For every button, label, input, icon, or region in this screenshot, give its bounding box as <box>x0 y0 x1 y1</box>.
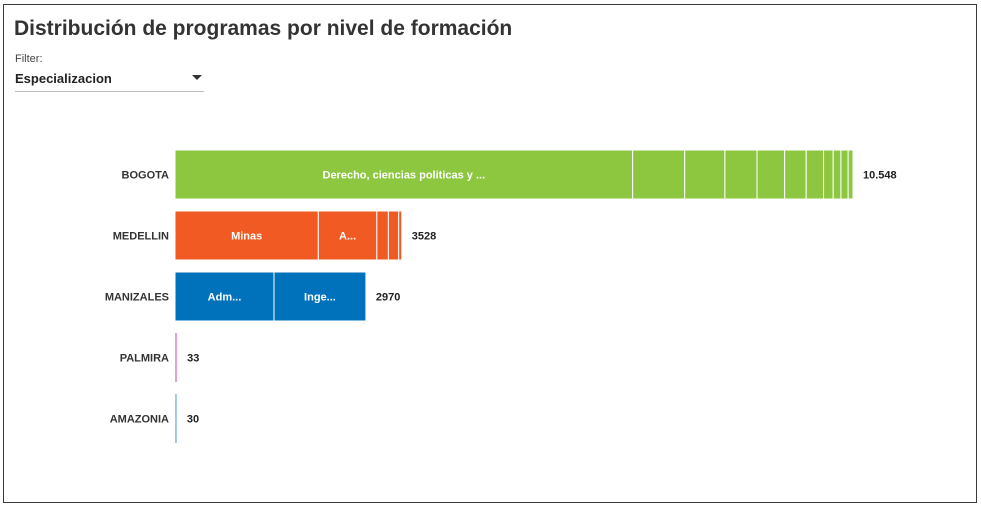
bar-segment[interactable] <box>823 149 834 200</box>
bar-segment[interactable] <box>840 149 849 200</box>
bar-segment[interactable] <box>175 394 177 443</box>
bar-segment[interactable] <box>724 149 758 200</box>
category-label: PALMIRA <box>120 353 169 365</box>
chevron-down-icon[interactable] <box>192 75 202 80</box>
chart-container: Distribución de programas por nivel de f… <box>3 4 977 503</box>
category-label: MEDELLIN <box>113 231 169 243</box>
bar-segment[interactable] <box>387 210 400 261</box>
segment-label: Minas <box>231 231 262 243</box>
category-label: AMAZONIA <box>110 414 169 426</box>
category-label: MANIZALES <box>105 292 169 304</box>
bar-segment[interactable] <box>174 210 319 261</box>
bar-total-label: 10.548 <box>863 170 897 182</box>
bar-segment[interactable] <box>175 333 178 382</box>
segment-label: Derecho, ciencias politicas y ... <box>323 170 486 182</box>
bar-total-label: 2970 <box>376 292 400 304</box>
bar-segment[interactable] <box>376 210 389 261</box>
filter-dropdown[interactable]: Especializacion <box>15 67 204 92</box>
filter-label: Filter: <box>15 53 43 65</box>
bar-segment[interactable] <box>784 149 807 200</box>
bar-segment[interactable] <box>174 271 275 322</box>
bar-segment[interactable] <box>847 149 854 200</box>
category-label: BOGOTA <box>122 170 170 182</box>
bar-total-label: 33 <box>187 353 199 365</box>
bar-segment[interactable] <box>684 149 726 200</box>
segment-label: A... <box>339 231 356 243</box>
bar-segment[interactable] <box>398 210 403 261</box>
chart-title: Distribución de programas por nivel de f… <box>14 17 513 40</box>
bar-segment[interactable] <box>632 149 686 200</box>
segment-label: Inge... <box>304 292 336 304</box>
bar-segment[interactable] <box>832 149 842 200</box>
bar-segment[interactable] <box>805 149 825 200</box>
bar-segment[interactable] <box>273 271 367 322</box>
filter-selected-value: Especializacion <box>15 71 112 86</box>
segment-label: Adm... <box>208 292 242 304</box>
bar-segment[interactable] <box>756 149 786 200</box>
bar-segment[interactable] <box>317 210 378 261</box>
bar-total-label: 30 <box>187 414 199 426</box>
bar-total-label: 3528 <box>412 231 436 243</box>
